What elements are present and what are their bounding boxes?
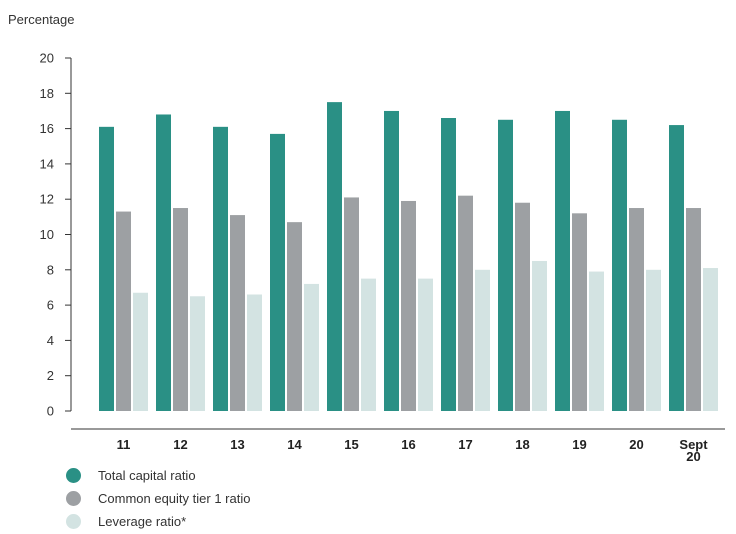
legend-item-total-capital: Total capital ratio bbox=[66, 464, 250, 487]
bar-cet1-0 bbox=[116, 211, 131, 411]
bar-leverage-3 bbox=[304, 283, 319, 411]
bar-cet1-9 bbox=[629, 208, 644, 411]
y-tick-label-2: 2 bbox=[47, 368, 54, 383]
bar-total-capital-10 bbox=[669, 125, 684, 411]
bar-cet1-6 bbox=[458, 195, 473, 411]
legend-label-total-capital: Total capital ratio bbox=[98, 468, 196, 483]
bar-cet1-8 bbox=[572, 213, 587, 411]
bar-total-capital-2 bbox=[213, 126, 228, 412]
bar-cet1-4 bbox=[344, 197, 359, 411]
bar-leverage-4 bbox=[361, 278, 376, 411]
y-tick-label-12: 12 bbox=[40, 192, 54, 207]
bar-leverage-8 bbox=[589, 271, 604, 411]
x-tick-label-0: 11 bbox=[117, 437, 131, 452]
y-tick-label-16: 16 bbox=[40, 121, 54, 136]
legend-swatch-total-capital bbox=[66, 468, 81, 483]
legend-swatch-leverage bbox=[66, 514, 81, 529]
y-tick-label-8: 8 bbox=[47, 262, 54, 277]
bar-cet1-2 bbox=[230, 215, 245, 411]
bar-leverage-0 bbox=[133, 292, 148, 411]
bar-leverage-6 bbox=[475, 269, 490, 411]
bar-total-capital-9 bbox=[612, 119, 627, 412]
bar-leverage-7 bbox=[532, 260, 547, 411]
bar-total-capital-0 bbox=[99, 126, 114, 412]
bar-total-capital-4 bbox=[327, 102, 342, 411]
legend-label-cet1: Common equity tier 1 ratio bbox=[98, 491, 251, 506]
bar-total-capital-1 bbox=[156, 114, 171, 411]
x-tick-label-2: 13 bbox=[230, 437, 244, 452]
bar-total-capital-7 bbox=[498, 119, 513, 412]
y-tick-label-4: 4 bbox=[47, 333, 54, 348]
x-tick-label-7: 18 bbox=[515, 437, 529, 452]
bar-cet1-7 bbox=[515, 202, 530, 411]
x-tick-label-5: 16 bbox=[401, 437, 415, 452]
bar-cet1-5 bbox=[401, 200, 416, 411]
legend-label-leverage: Leverage ratio* bbox=[98, 514, 187, 529]
bar-total-capital-3 bbox=[270, 133, 285, 411]
bar-leverage-2 bbox=[247, 294, 262, 411]
bar-leverage-5 bbox=[418, 278, 433, 411]
legend-item-leverage: Leverage ratio* bbox=[66, 510, 250, 533]
bar-cet1-3 bbox=[287, 222, 302, 411]
y-tick-label-10: 10 bbox=[40, 227, 54, 242]
bar-total-capital-6 bbox=[441, 118, 456, 411]
x-tick-label-1: 12 bbox=[173, 437, 187, 452]
bar-cet1-1 bbox=[173, 208, 188, 411]
bar-cet1-10 bbox=[686, 208, 701, 411]
bar-leverage-10 bbox=[703, 268, 718, 411]
y-tick-label-14: 14 bbox=[40, 156, 54, 171]
x-tick-label-9: 20 bbox=[629, 437, 643, 452]
legend: Total capital ratio Common equity tier 1… bbox=[66, 464, 250, 533]
y-tick-label-20: 20 bbox=[40, 51, 54, 66]
y-axis-title: Percentage bbox=[8, 12, 75, 27]
legend-swatch-cet1 bbox=[66, 491, 81, 506]
x-tick-label-6: 17 bbox=[458, 437, 472, 452]
bar-total-capital-5 bbox=[384, 110, 399, 411]
y-tick-label-0: 0 bbox=[47, 404, 54, 419]
bar-leverage-9 bbox=[646, 269, 661, 411]
bar-leverage-1 bbox=[190, 296, 205, 411]
legend-item-cet1: Common equity tier 1 ratio bbox=[66, 487, 250, 510]
y-tick-label-18: 18 bbox=[40, 86, 54, 101]
x-tick-label-10: Sept 20 bbox=[679, 437, 708, 464]
x-tick-label-4: 15 bbox=[344, 437, 358, 452]
x-tick-label-3: 14 bbox=[287, 437, 302, 452]
x-tick-label-8: 19 bbox=[572, 437, 586, 452]
y-tick-label-6: 6 bbox=[47, 298, 54, 313]
bar-total-capital-8 bbox=[555, 110, 570, 411]
